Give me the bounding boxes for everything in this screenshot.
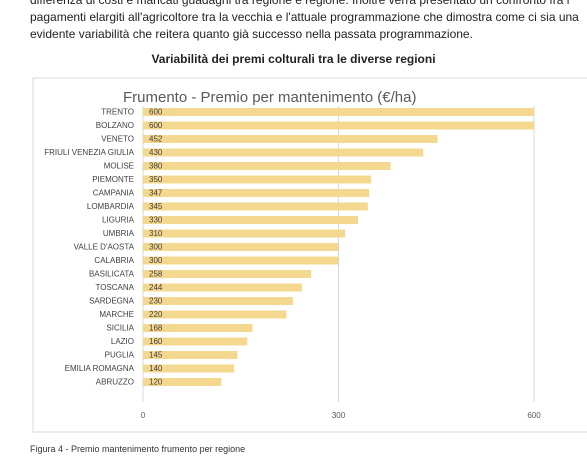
y-tick-label: VALLE D'AOSTA [74,243,135,252]
bar [143,121,534,130]
y-tick-label: TOSCANA [95,283,134,292]
chart-title: Frumento - Premio per mantenimento (€/ha… [123,89,416,106]
data-label: 230 [149,297,163,306]
bar [143,162,391,170]
x-tick-label: 600 [527,411,541,420]
x-tick-label: 300 [332,411,346,420]
bar [143,243,339,251]
bar [143,297,293,305]
y-tick-label: MOLISE [104,162,134,171]
paragraph-line: evidente variabilità che reitera quanto … [30,27,473,41]
bar [143,283,303,292]
bar [143,108,534,116]
data-label: 244 [149,283,163,292]
caption: Figura 4 - Premio mantenimento frumento … [30,444,246,454]
data-label: 258 [149,270,163,279]
y-tick-label: ABRUZZO [96,378,134,387]
data-label: 220 [149,310,163,319]
bar [143,189,370,197]
y-tick-label: BASILICATA [89,270,135,279]
bar [143,378,222,386]
data-label: 168 [149,324,163,333]
bar [143,202,368,211]
data-label: 600 [149,121,163,130]
bar [143,351,238,359]
data-label: 120 [149,378,163,387]
y-tick-label: CALABRIA [94,256,134,265]
data-label: 300 [149,256,163,265]
data-label: 140 [149,364,163,373]
y-tick-label: LOMBARDIA [87,202,135,211]
bar [143,256,339,265]
y-tick-label: BOLZANO [96,121,134,130]
bar [143,148,424,157]
bar [143,324,253,332]
bar [143,175,372,184]
bar [143,364,235,373]
data-label: 330 [149,216,163,225]
data-label: 452 [149,135,163,144]
y-tick-label: SARDEGNA [89,297,135,306]
bar [143,135,438,143]
data-label: 350 [149,175,163,184]
y-tick-label: LIGURIA [102,216,135,225]
y-tick-label: VENETO [101,135,134,144]
y-tick-label: SICILIA [106,324,134,333]
bar [143,229,346,238]
data-label: 160 [149,337,163,346]
bar [143,216,359,224]
y-tick-label: PUGLIA [105,351,135,360]
y-tick-label: EMILIA ROMAGNA [65,364,135,373]
paragraph-line: pagamenti elargiti all'agricoltore tra l… [30,10,579,24]
data-label: 347 [149,189,163,198]
data-label: 600 [149,108,163,117]
y-tick-label: MARCHE [99,310,134,319]
y-tick-label: PIEMONTE [92,175,134,184]
bar [143,270,312,278]
y-tick-label: CAMPANIA [93,189,135,198]
y-tick-label: TRENTO [101,108,134,117]
data-label: 310 [149,229,163,238]
paragraph-line: differenza di costi e mancati guadagni t… [30,0,570,7]
x-tick-label: 0 [141,411,146,420]
data-label: 345 [149,202,163,211]
data-label: 430 [149,148,163,157]
y-tick-label: LAZIO [111,337,134,346]
y-tick-label: FRIULI VENEZIA GIULIA [44,148,134,157]
data-label: 300 [149,243,163,252]
y-tick-label: UMBRIA [103,229,135,238]
bar [143,337,248,346]
heading: Variabilità dei premi colturali tra le d… [151,52,436,66]
data-label: 380 [149,162,163,171]
bar [143,310,287,319]
data-label: 145 [149,351,163,360]
